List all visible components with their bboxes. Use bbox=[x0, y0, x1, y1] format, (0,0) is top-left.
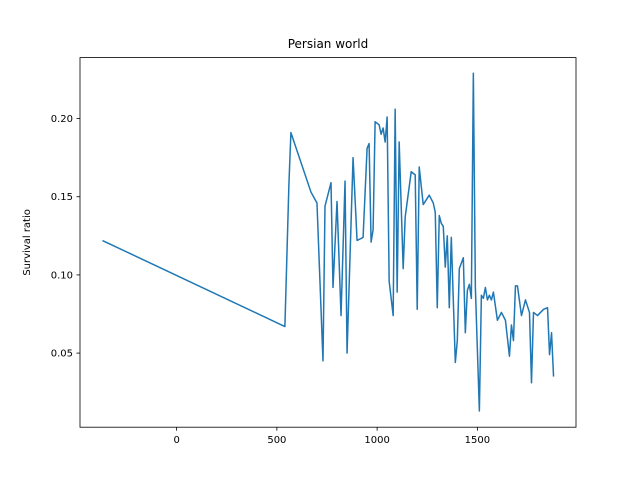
x-tick-label: 500 bbox=[267, 435, 286, 446]
y-tick-label: 0.15 bbox=[51, 192, 73, 203]
x-tick-label: 0 bbox=[173, 435, 179, 446]
y-tick-label: 0.05 bbox=[51, 349, 73, 360]
y-tick-label: 0.20 bbox=[51, 114, 73, 125]
x-tick-label: 1000 bbox=[364, 435, 389, 446]
chart-title: Persian world bbox=[288, 37, 369, 51]
y-axis-label: Survival ratio bbox=[22, 209, 33, 276]
x-tick-label: 1500 bbox=[465, 435, 490, 446]
plot-frame bbox=[79, 57, 577, 428]
y-tick-label: 0.10 bbox=[51, 270, 73, 281]
data-line bbox=[102, 72, 555, 412]
